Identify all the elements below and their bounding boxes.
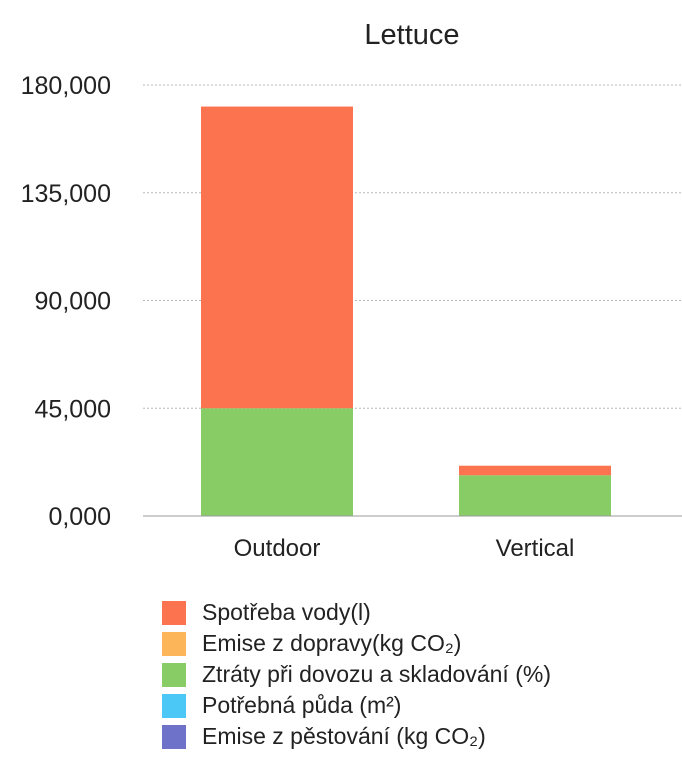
legend-label: Emise z dopravy(kg CO₂) <box>202 630 462 656</box>
legend-label: Emise z pěstování (kg CO₂) <box>202 723 486 749</box>
bar-segment <box>459 465 611 476</box>
bar-segment <box>459 475 611 516</box>
legend-item: Emise z pěstování (kg CO₂) <box>162 721 662 752</box>
y-tick-label: 0,000 <box>48 503 111 531</box>
legend-label: Spotřeba vody(l) <box>202 599 371 625</box>
legend-swatch <box>162 631 186 656</box>
y-axis-tick-labels: 0,000 45,000 90,000 135,000 180,000 <box>21 72 111 531</box>
bar-segment <box>201 408 353 516</box>
legend-swatch <box>162 662 186 687</box>
legend-label: Ztráty při dovozu a skladování (%) <box>202 661 551 687</box>
legend-swatch <box>162 693 186 718</box>
y-tick-label: 45,000 <box>35 395 111 423</box>
bar-segment <box>201 106 353 409</box>
chart-title: Lettuce <box>364 19 459 51</box>
legend-swatch <box>162 724 186 749</box>
y-tick-label: 135,000 <box>21 180 111 208</box>
legend-item: Emise z dopravy(kg CO₂) <box>162 628 662 659</box>
bars <box>201 106 611 516</box>
legend-label: Potřebná půda (m²) <box>202 692 402 718</box>
legend-swatch <box>162 600 186 625</box>
y-tick-label: 180,000 <box>21 72 111 100</box>
legend-item: Ztráty při dovozu a skladování (%) <box>162 659 662 690</box>
x-tick-label: Vertical <box>496 535 575 562</box>
legend-item: Spotřeba vody(l) <box>162 597 662 628</box>
x-axis-tick-labels: Outdoor Vertical <box>234 535 575 562</box>
legend: Spotřeba vody(l) Emise z dopravy(kg CO₂) Z… <box>162 597 662 752</box>
legend-item: Potřebná půda (m²) <box>162 690 662 721</box>
y-tick-label: 90,000 <box>35 288 111 316</box>
x-tick-label: Outdoor <box>234 535 321 562</box>
